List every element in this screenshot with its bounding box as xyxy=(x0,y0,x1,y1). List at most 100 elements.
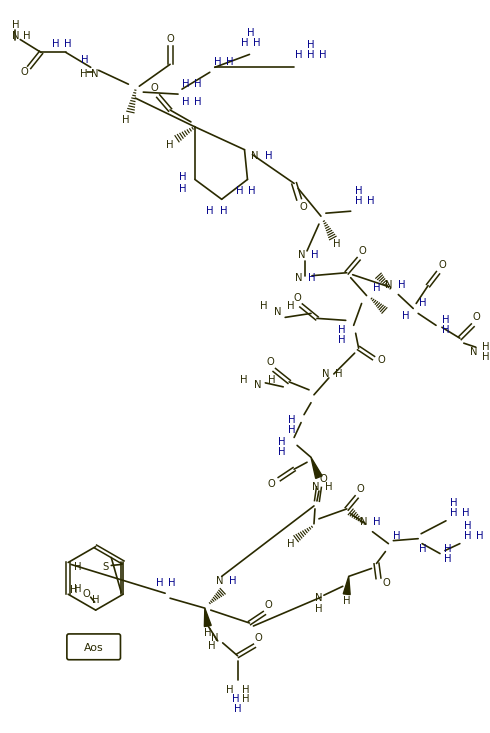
Text: H: H xyxy=(278,438,286,447)
Text: H: H xyxy=(156,578,164,589)
Text: H: H xyxy=(242,685,249,694)
Text: O: O xyxy=(357,484,365,494)
Text: N: N xyxy=(12,31,19,40)
Text: H: H xyxy=(373,283,380,292)
Text: H: H xyxy=(265,151,272,161)
Text: H: H xyxy=(194,79,201,89)
Text: H: H xyxy=(234,704,241,715)
Text: H: H xyxy=(248,186,255,196)
Text: H: H xyxy=(464,531,471,541)
Text: H: H xyxy=(74,562,82,572)
Text: O: O xyxy=(299,202,307,213)
Text: H: H xyxy=(92,595,99,605)
Text: N: N xyxy=(360,517,368,527)
Text: H: H xyxy=(355,196,363,206)
Text: O: O xyxy=(265,600,272,610)
Text: H: H xyxy=(70,585,77,595)
Text: H: H xyxy=(166,140,174,150)
Text: H: H xyxy=(315,604,323,614)
Text: O: O xyxy=(21,67,28,77)
Text: H: H xyxy=(122,115,129,125)
Text: H: H xyxy=(52,40,60,50)
Text: H: H xyxy=(338,325,345,335)
Text: H: H xyxy=(208,641,216,651)
Text: H: H xyxy=(240,375,247,385)
Text: H: H xyxy=(241,37,248,48)
Text: O: O xyxy=(378,355,385,365)
Text: H: H xyxy=(367,196,374,206)
Text: O: O xyxy=(267,357,274,367)
Polygon shape xyxy=(343,576,350,594)
Text: H: H xyxy=(182,97,190,107)
Text: N: N xyxy=(470,347,477,357)
Text: O: O xyxy=(319,474,327,484)
Text: N: N xyxy=(315,593,323,603)
Text: H: H xyxy=(242,694,249,704)
Text: H: H xyxy=(80,69,88,79)
Text: H: H xyxy=(24,31,31,40)
Text: H: H xyxy=(464,520,471,531)
Text: H: H xyxy=(442,315,450,325)
Text: H: H xyxy=(319,51,327,60)
Text: H: H xyxy=(482,342,490,352)
Text: H: H xyxy=(226,57,233,67)
Text: H: H xyxy=(338,335,345,345)
Text: N: N xyxy=(312,482,319,492)
Text: O: O xyxy=(359,246,367,256)
Text: H: H xyxy=(307,40,315,51)
Text: N: N xyxy=(254,380,261,390)
Text: H: H xyxy=(419,298,427,309)
Text: O: O xyxy=(150,83,158,93)
Text: H: H xyxy=(325,482,333,492)
Text: O: O xyxy=(383,578,390,589)
Polygon shape xyxy=(204,608,211,627)
Text: N: N xyxy=(385,279,392,290)
Text: H: H xyxy=(260,301,267,312)
Text: H: H xyxy=(295,51,303,60)
Text: H: H xyxy=(268,375,275,385)
Text: O: O xyxy=(166,34,174,43)
Text: H: H xyxy=(392,531,400,541)
Text: H: H xyxy=(482,352,490,362)
Text: H: H xyxy=(343,596,350,606)
Text: H: H xyxy=(288,301,295,312)
Text: H: H xyxy=(236,186,244,196)
Text: H: H xyxy=(232,694,239,704)
Text: H: H xyxy=(278,447,286,457)
Text: N: N xyxy=(295,273,303,283)
Text: H: H xyxy=(311,250,318,260)
Text: H: H xyxy=(288,539,295,548)
Text: O: O xyxy=(254,633,262,643)
Text: H: H xyxy=(179,172,187,183)
Text: O: O xyxy=(268,479,275,489)
FancyBboxPatch shape xyxy=(67,634,121,660)
Text: H: H xyxy=(444,553,452,564)
Text: H: H xyxy=(450,508,458,518)
Text: H: H xyxy=(182,79,190,89)
Text: H: H xyxy=(397,279,405,290)
Text: H: H xyxy=(214,57,221,67)
Text: H: H xyxy=(401,312,409,321)
Text: H: H xyxy=(194,97,201,107)
Text: H: H xyxy=(206,206,214,216)
Polygon shape xyxy=(311,457,322,479)
Text: H: H xyxy=(289,415,296,424)
Text: H: H xyxy=(444,544,452,553)
Text: H: H xyxy=(179,185,187,194)
Text: H: H xyxy=(169,578,176,589)
Text: N: N xyxy=(273,307,281,317)
Text: N: N xyxy=(322,369,330,379)
Text: H: H xyxy=(253,37,260,48)
Text: H: H xyxy=(220,206,227,216)
Text: N: N xyxy=(298,250,306,260)
Text: H: H xyxy=(373,517,380,527)
Text: H: H xyxy=(442,325,450,335)
Text: H: H xyxy=(335,369,343,379)
Text: H: H xyxy=(462,508,469,518)
Text: O: O xyxy=(83,589,91,600)
Text: H: H xyxy=(81,56,89,65)
Text: H: H xyxy=(226,685,233,694)
Text: H: H xyxy=(308,273,316,283)
Text: N: N xyxy=(216,576,223,586)
Text: H: H xyxy=(229,576,236,586)
